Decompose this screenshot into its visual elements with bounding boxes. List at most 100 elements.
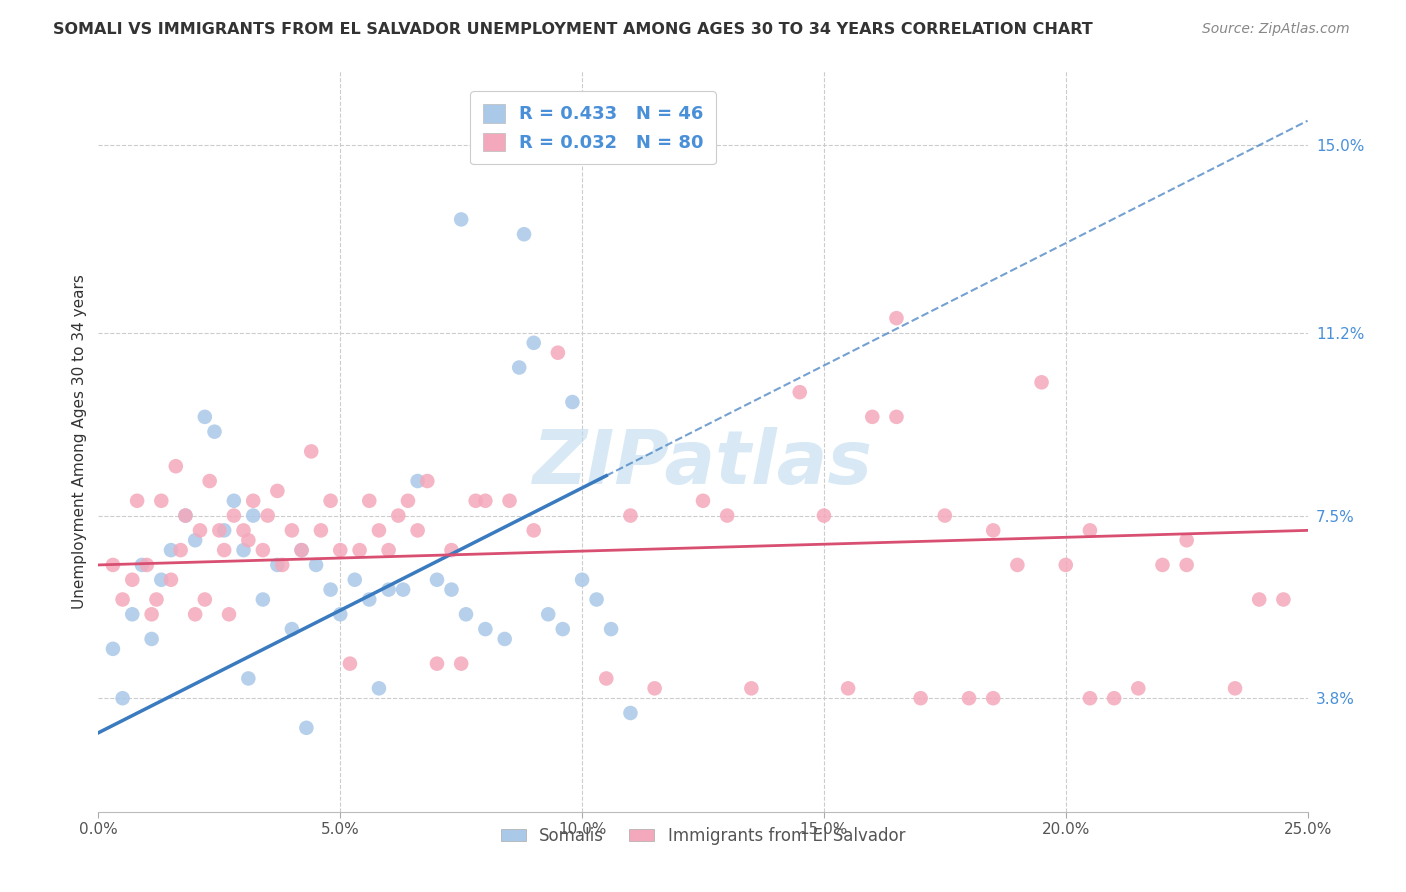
Point	[406, 474, 429, 488]
Point	[218, 607, 240, 622]
Point	[886, 409, 908, 424]
Point	[135, 558, 157, 572]
Point	[204, 425, 226, 439]
Point	[1272, 592, 1295, 607]
Point	[494, 632, 516, 646]
Point	[174, 508, 197, 523]
Point	[174, 508, 197, 523]
Point	[440, 543, 463, 558]
Point	[242, 493, 264, 508]
Point	[1223, 681, 1246, 696]
Point	[222, 493, 245, 508]
Point	[547, 345, 569, 359]
Point	[295, 721, 318, 735]
Point	[359, 592, 381, 607]
Point	[111, 592, 134, 607]
Point	[160, 543, 183, 558]
Point	[1054, 558, 1077, 572]
Point	[523, 335, 546, 350]
Point	[1031, 376, 1053, 390]
Point	[1128, 681, 1150, 696]
Point	[513, 227, 536, 242]
Point	[145, 592, 167, 607]
Point	[127, 493, 149, 508]
Point	[101, 558, 124, 572]
Point	[1078, 524, 1101, 538]
Text: ZIPatlas: ZIPatlas	[533, 427, 873, 500]
Point	[464, 493, 486, 508]
Point	[169, 543, 191, 558]
Point	[368, 681, 391, 696]
Point	[716, 508, 738, 523]
Point	[571, 573, 593, 587]
Point	[252, 543, 274, 558]
Text: SOMALI VS IMMIGRANTS FROM EL SALVADOR UNEMPLOYMENT AMONG AGES 30 TO 34 YEARS COR: SOMALI VS IMMIGRANTS FROM EL SALVADOR UN…	[53, 22, 1094, 37]
Point	[886, 311, 908, 326]
Point	[981, 524, 1004, 538]
Point	[150, 573, 173, 587]
Point	[474, 622, 496, 636]
Point	[299, 444, 322, 458]
Point	[271, 558, 294, 572]
Point	[1249, 592, 1271, 607]
Point	[305, 558, 328, 572]
Point	[101, 641, 124, 656]
Point	[450, 212, 472, 227]
Point	[692, 493, 714, 508]
Point	[426, 657, 449, 671]
Point	[416, 474, 439, 488]
Point	[329, 543, 352, 558]
Point	[474, 493, 496, 508]
Point	[141, 607, 163, 622]
Point	[450, 657, 472, 671]
Point	[910, 691, 932, 706]
Y-axis label: Unemployment Among Ages 30 to 34 years: Unemployment Among Ages 30 to 34 years	[72, 274, 87, 609]
Point	[426, 573, 449, 587]
Point	[740, 681, 762, 696]
Point	[212, 543, 235, 558]
Point	[957, 691, 980, 706]
Point	[981, 691, 1004, 706]
Point	[266, 483, 288, 498]
Point	[319, 582, 342, 597]
Point	[1078, 691, 1101, 706]
Point	[266, 558, 288, 572]
Point	[131, 558, 153, 572]
Point	[160, 573, 183, 587]
Point	[232, 524, 254, 538]
Point	[561, 395, 583, 409]
Point	[319, 493, 342, 508]
Point	[150, 493, 173, 508]
Point	[551, 622, 574, 636]
Point	[339, 657, 361, 671]
Point	[222, 508, 245, 523]
Point	[508, 360, 530, 375]
Point	[121, 607, 143, 622]
Point	[184, 533, 207, 548]
Point	[111, 691, 134, 706]
Point	[813, 508, 835, 523]
Point	[281, 622, 304, 636]
Point	[454, 607, 477, 622]
Point	[377, 582, 399, 597]
Point	[837, 681, 859, 696]
Point	[309, 524, 332, 538]
Point	[359, 493, 381, 508]
Point	[440, 582, 463, 597]
Point	[498, 493, 520, 508]
Point	[349, 543, 371, 558]
Point	[1007, 558, 1029, 572]
Point	[377, 543, 399, 558]
Point	[934, 508, 956, 523]
Point	[789, 385, 811, 400]
Point	[387, 508, 409, 523]
Point	[252, 592, 274, 607]
Point	[238, 672, 260, 686]
Point	[600, 622, 623, 636]
Point	[121, 573, 143, 587]
Point	[290, 543, 312, 558]
Legend: Somalis, Immigrants from El Salvador: Somalis, Immigrants from El Salvador	[495, 820, 911, 852]
Point	[595, 672, 617, 686]
Point	[523, 524, 546, 538]
Point	[184, 607, 207, 622]
